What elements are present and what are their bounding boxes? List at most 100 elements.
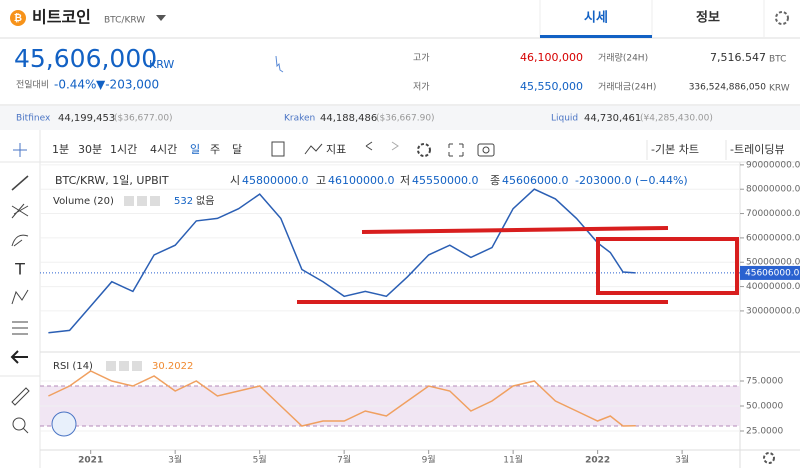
rsi-pane: 25.0000 50.0000 75.0000 [40, 370, 783, 437]
ohlc-value: 46100000.0 [328, 174, 394, 187]
legend-symbol: BTC/KRW, 1일, UPBIT [55, 173, 169, 187]
stat-label: 거래대금(24H) [598, 82, 656, 93]
ohlc-label: 종 [490, 174, 500, 187]
exchange-price: 44,730,461 [584, 113, 641, 124]
stat-value: 7,516.547 [710, 51, 766, 64]
zoom-tool[interactable] [12, 417, 26, 431]
settings-icon[interactable] [763, 452, 775, 464]
exchange-price: 44,199,453 [58, 113, 115, 124]
current-price: 45,606,000 [14, 44, 157, 73]
x-tick-label: 3월 [675, 454, 689, 466]
coin-icon-glyph: ₿ [14, 12, 22, 24]
tab-underline [540, 35, 652, 38]
stat-value: 336,524,886,050 [689, 83, 767, 93]
ohlc-label: 저 [400, 174, 410, 187]
legend-rsi-value: 30.2022 [152, 361, 193, 372]
dropdown-arrow[interactable] [156, 15, 166, 21]
brush-tool[interactable] [11, 234, 29, 247]
settings-icon[interactable] [417, 143, 431, 157]
legend-button[interactable] [150, 196, 160, 206]
coin-icon [10, 10, 26, 26]
candle-icon[interactable] [271, 141, 285, 157]
ruler-tool[interactable] [11, 387, 30, 406]
exchange-foreign: ($36,677.00) [114, 114, 173, 124]
text-tool[interactable]: T [14, 260, 25, 279]
settings-icon[interactable] [775, 11, 789, 25]
legend-button[interactable] [137, 196, 147, 206]
series-line [48, 188, 636, 334]
stat-label: 거래량(24H) [598, 52, 648, 64]
redo-icon[interactable] [391, 141, 399, 151]
basic-chart-button[interactable]: -기본 차트 [651, 143, 699, 156]
interval-button[interactable]: 1분 [52, 143, 69, 156]
pattern-tool[interactable] [11, 289, 29, 305]
legend-volume: Volume (20) [53, 196, 114, 207]
price-unit: KRW [149, 58, 174, 71]
zoom-handle [22, 427, 29, 434]
ohlc-value: 45606000.0 [502, 174, 568, 187]
annotation-box [596, 237, 739, 295]
legend-button[interactable] [106, 361, 116, 371]
stat-label: 저가 [413, 82, 430, 93]
interval-button[interactable]: 4시간 [150, 143, 177, 156]
interval-button[interactable]: 일 [190, 142, 200, 156]
camera-lens [482, 146, 490, 154]
x-tick-label: 7월 [337, 454, 351, 466]
change-label: 전일대비 [16, 80, 49, 91]
interval-group: 1분 30분 1시간 4시간 일 주 달 [52, 142, 242, 156]
exchange-foreign: ($36,667.90) [376, 114, 435, 124]
line-tool[interactable] [11, 175, 29, 191]
y-tick-label: 40000000.0 [746, 282, 800, 292]
legend-button[interactable] [124, 196, 134, 206]
y-tick-label: 25.0000 [746, 427, 783, 437]
fib-tool[interactable] [11, 203, 29, 219]
current-price-box [740, 265, 800, 280]
ohlc-label: 고 [316, 174, 326, 187]
y-tick-label: 30000000.0 [746, 306, 800, 316]
x-tick-label: 3월 [168, 454, 182, 466]
interval-button[interactable]: 30분 [78, 143, 102, 156]
y-tick-label: 90000000.0 [746, 160, 800, 170]
indicator-button[interactable]: 지표 [326, 143, 346, 156]
series-line [48, 370, 636, 427]
exchange-foreign: (¥4,285,430.00) [640, 114, 713, 124]
interval-button[interactable]: 달 [232, 143, 242, 156]
interval-button[interactable]: 주 [210, 143, 220, 156]
back-tool[interactable] [10, 350, 28, 364]
change-pct: -0.44% [54, 78, 96, 92]
exchange-name: Bitfinex [16, 114, 51, 124]
change-amt: ▼-203,000 [96, 78, 159, 92]
interval-button[interactable]: 1시간 [110, 143, 137, 156]
measure-tool[interactable] [12, 321, 28, 335]
crosshair-tool[interactable] [13, 143, 27, 157]
tradingview-button[interactable]: -트레이딩뷰 [730, 143, 785, 156]
x-tick-label: 5월 [253, 454, 267, 466]
stat-unit: KRW [769, 84, 790, 94]
top-bar [0, 0, 800, 38]
camera-icon[interactable] [477, 143, 495, 157]
tab[interactable]: 시세 [584, 11, 608, 26]
legend-button[interactable] [132, 361, 142, 371]
legend-ohlc: 시 45800000.0 고 46100000.0 저 45550000.0 종 456060… [230, 174, 568, 187]
exchange-price: 44,188,486 [320, 113, 377, 124]
fullscreen-icon[interactable] [448, 143, 464, 157]
annotation-line [361, 226, 669, 234]
legend-button[interactable] [119, 361, 129, 371]
x-tick-label: 2022 [585, 456, 610, 466]
y-tick-label: 50000000.0 [746, 258, 800, 268]
y-tick-label: 75.0000 [746, 377, 783, 387]
exchange-bar [0, 106, 800, 130]
ohlc-value: 45800000.0 [242, 174, 308, 187]
tv-logo[interactable] [51, 411, 77, 437]
stat-value: 46,100,000 [520, 51, 583, 64]
x-tick-label: 2021 [78, 456, 103, 466]
stat-unit: BTC [769, 55, 786, 65]
legend-volume-value: 532 [174, 196, 193, 207]
indicator-icon[interactable] [304, 143, 323, 155]
undo-icon[interactable] [365, 141, 373, 151]
tab[interactable]: 정보 [696, 10, 720, 26]
legend-change: -203000.0 (−0.44%) [575, 174, 688, 187]
y-tick-label: 50.0000 [746, 402, 783, 412]
y-tick-label: 60000000.0 [746, 233, 800, 243]
x-axis: 2021 3월 5월 7월 9월 11월 2022 3월 [78, 450, 689, 466]
